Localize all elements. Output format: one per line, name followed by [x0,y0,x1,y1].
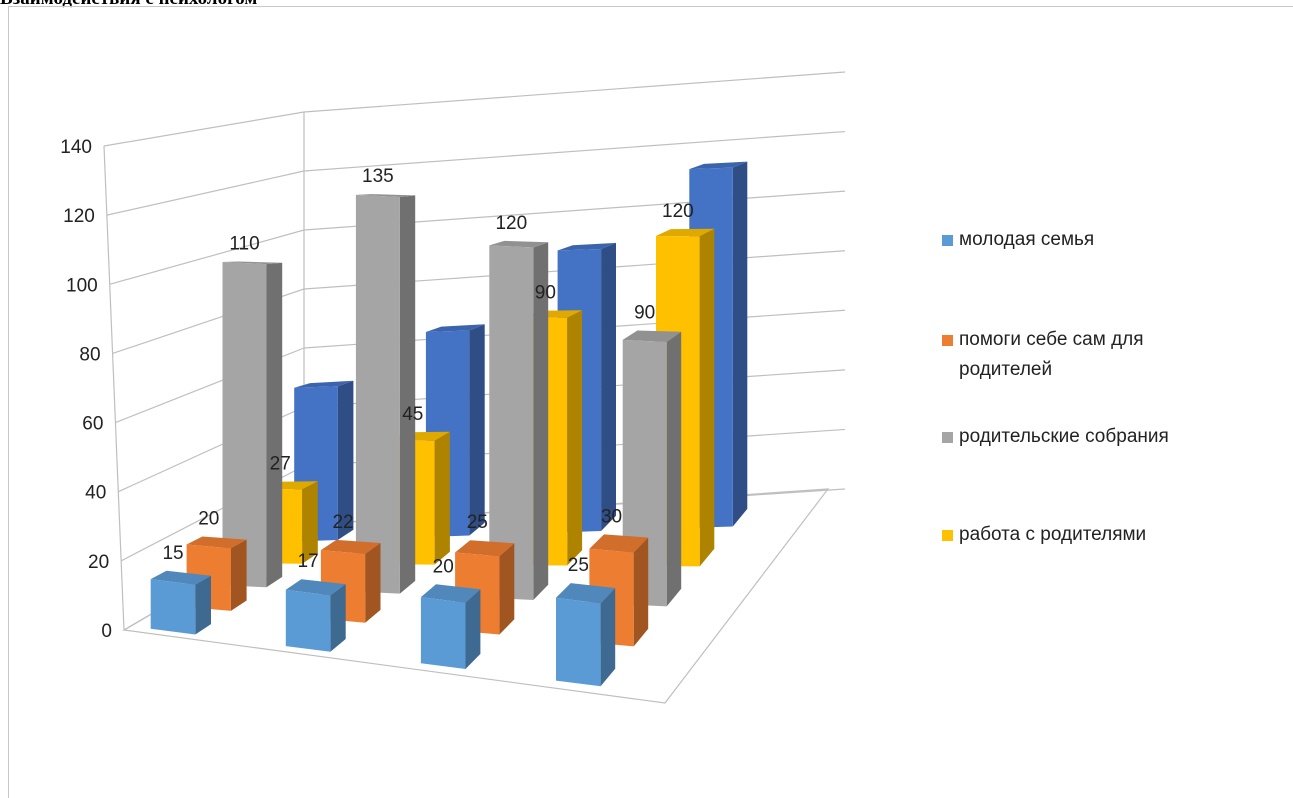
legend-item: молодая семья [942,225,1219,255]
y-tick-label: 60 [82,414,103,435]
legend-item: родительские собрания [942,422,1219,452]
bar-series-0-cat-0 [150,570,211,635]
chart-bars [150,161,748,687]
y-tick-label: 100 [66,275,98,296]
bar-side-face [601,242,616,531]
data-label: 110 [229,233,259,254]
legend-item: помоги себе сам для родителей [942,325,1219,385]
gridline-left-wall [109,229,305,285]
y-tick-label: 40 [85,483,106,504]
bar-side-face [365,543,381,623]
data-labels: 27 45 90 120 110 135 120 90 20 22 25 30 15 17 20 25 [162,166,693,577]
legend-swatch [942,335,953,346]
legend-label: молодая семья [959,229,1095,250]
y-tick-label: 120 [63,206,95,227]
bar-side-face [266,262,283,588]
bar-side-face [732,161,748,527]
bar-side-face [195,575,211,635]
legend-label: помоги себе сам для родителей [959,329,1144,380]
bar-top-face [320,539,381,554]
bar-side-face [469,324,485,536]
data-label: 27 [270,454,291,475]
bar-top-face [557,242,616,251]
gridline-left-wall [103,111,305,147]
bar-front-face [285,589,331,652]
data-label: 30 [601,506,622,527]
y-tick-label: 20 [88,552,109,573]
bar-front-face [355,194,400,594]
legend-label: работа с родителями [959,524,1147,545]
data-label: 25 [467,512,488,533]
bar-front-face [489,245,534,600]
legend-swatch [942,432,953,443]
data-label: 135 [362,166,394,187]
data-label: 17 [298,551,319,572]
chart-frame [8,6,1293,798]
bar-front-face [150,579,196,635]
bar-top-face [556,583,616,604]
bar-top-face [489,240,549,248]
bar-top-face [689,161,748,170]
legend-swatch [942,530,953,541]
bar-front-face [222,262,267,588]
bar-side-face [666,331,682,607]
bar-side-face [633,537,649,647]
y-axis-tick-labels: 0 20 40 60 80 100 120 140 [60,137,112,642]
bar-top-face [455,540,515,557]
data-label: 20 [198,509,219,530]
data-label: 22 [332,512,353,533]
data-label: 90 [634,302,655,323]
bar-series-0-cat-2 [420,584,481,669]
legend-item: работа с родителями [942,520,1219,550]
data-label: 45 [402,404,423,425]
y-axis-line [103,145,125,631]
bar-side-face [499,543,515,635]
bar-side-face [600,588,616,687]
bar-series-0-cat-3 [556,583,616,687]
bar-side-face [330,584,346,652]
gridline-back-wall [303,130,846,172]
bar-side-face [337,380,354,540]
bar-side-face [230,539,247,611]
bar-top-face [656,228,715,237]
bar-top-face [294,380,354,388]
y-tick-label: 140 [60,137,92,158]
data-label: 120 [495,213,527,234]
bar-top-face [355,194,416,197]
bar-series-2-cat-0 [222,261,283,588]
bar-side-face [399,195,416,594]
bar-series-2-cat-1 [355,194,416,594]
bar-side-face [434,431,450,565]
bar-top-face [222,261,283,265]
bar-series-0-cat-1 [285,579,346,652]
bar-top-face [186,536,247,549]
gridline-left-wall [106,170,305,216]
legend-label: родительские собрания [959,426,1169,447]
bar-top-face [589,534,649,553]
data-label: 120 [662,201,694,222]
gridline-back-wall [303,71,846,113]
bar-top-face [150,570,211,585]
bar-front-face [556,597,601,687]
bar-side-face [699,228,715,567]
y-tick-label: 80 [79,344,100,365]
bar-side-face [465,589,481,669]
bar-side-face [533,242,549,600]
bar-top-face [622,330,682,342]
y-tick-label: 0 [101,621,112,642]
data-label: 15 [162,543,183,564]
data-label: 20 [433,556,454,577]
data-label: 25 [568,555,589,576]
bar-side-face [567,310,583,566]
bar-top-face [425,324,485,332]
legend-swatch [942,235,953,246]
bar-top-face [420,584,481,603]
bar-side-face [302,481,318,564]
data-label: 90 [535,283,556,304]
document-heading-fragment: Взаимодействия с психологом [0,0,257,10]
bar-front-face [420,597,466,669]
bar-top-face [285,579,346,596]
bar-series-2-cat-2 [489,240,549,600]
